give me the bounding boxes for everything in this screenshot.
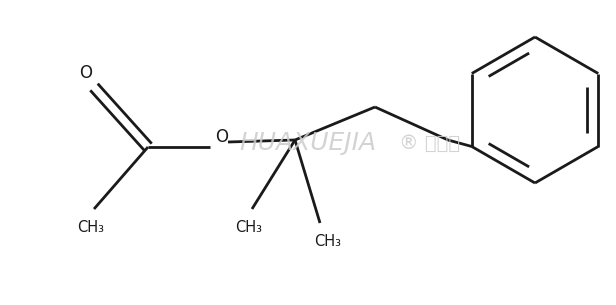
Text: O: O (79, 64, 92, 82)
Text: CH₃: CH₃ (235, 220, 262, 235)
Text: ® 化学加: ® 化学加 (399, 134, 461, 152)
Text: O: O (216, 128, 229, 146)
Text: CH₃: CH₃ (315, 234, 341, 249)
Text: HUAXUEJIA: HUAXUEJIA (240, 131, 376, 155)
Text: CH₃: CH₃ (78, 220, 105, 235)
